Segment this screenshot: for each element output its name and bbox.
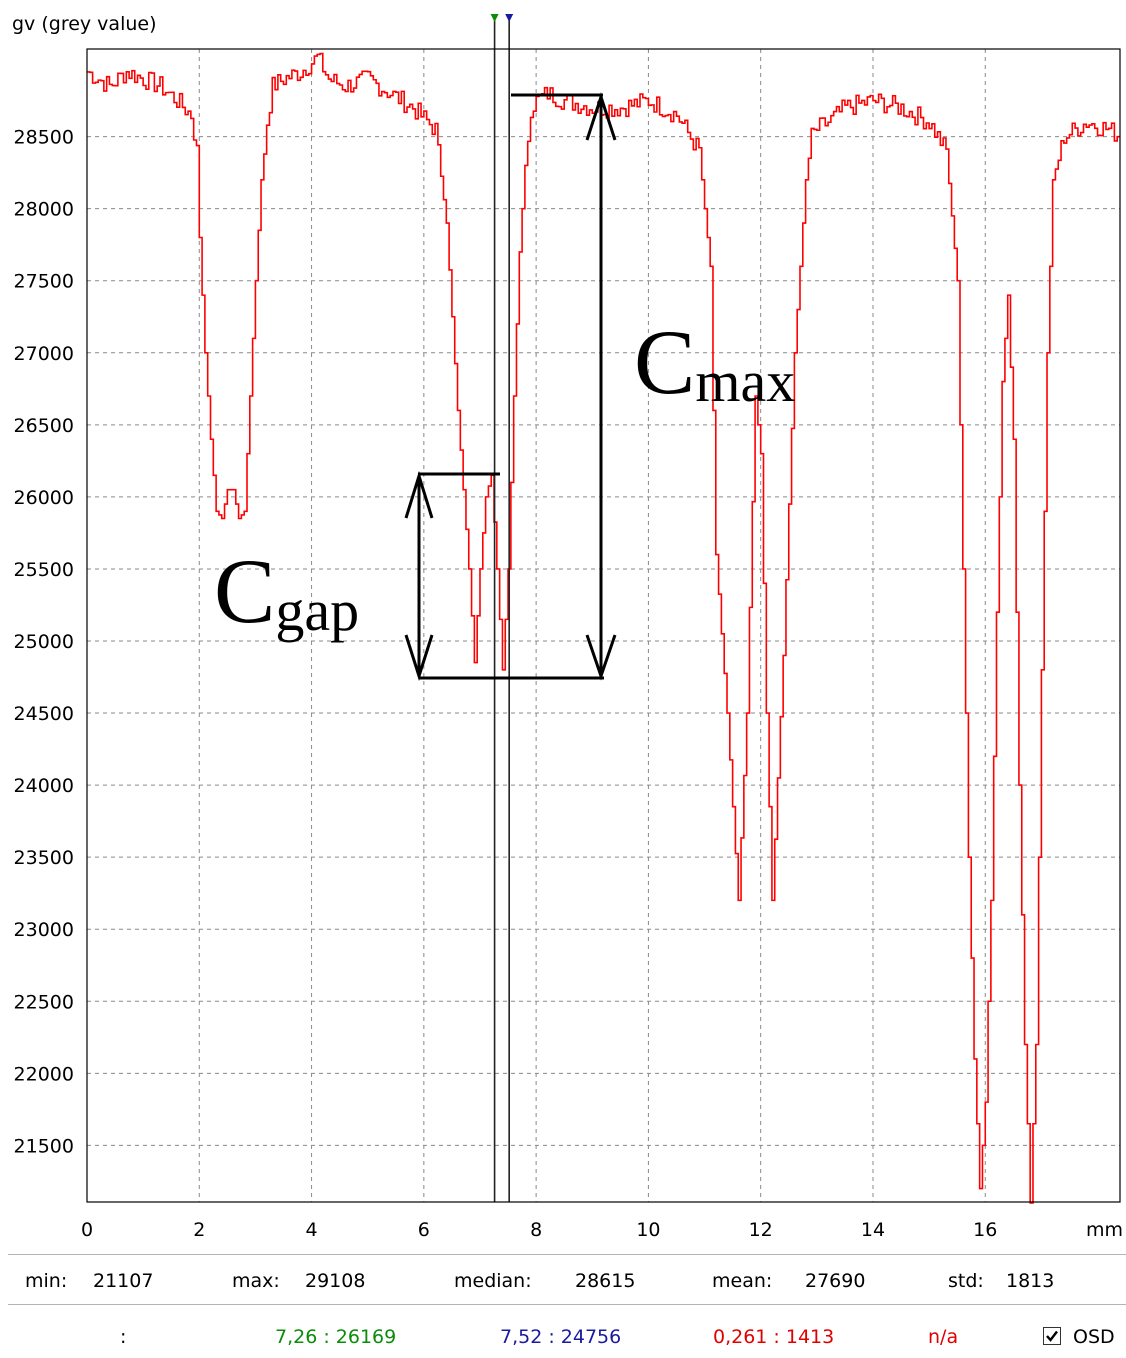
y-tick-label: 23500 <box>14 847 74 869</box>
cgap-bracket <box>404 470 500 681</box>
blue-cursor-readout: 7,52 : 24756 <box>500 1326 622 1348</box>
cgap-label: Cgap <box>214 540 359 643</box>
x-tick-label: 12 <box>749 1219 773 1241</box>
x-tick-label: 6 <box>418 1219 430 1241</box>
median-label: median: <box>454 1270 532 1292</box>
x-tick-label: 8 <box>530 1219 542 1241</box>
cursor-marker-icon[interactable] <box>490 14 499 22</box>
y-tick-label: 23000 <box>14 919 74 941</box>
cursor-lines[interactable] <box>490 14 514 1202</box>
profile-chart: 21500 22000 22500 23000 23500 24000 24500 25000… <box>12 13 1123 1241</box>
difference-readout: 0,261 : 1413 <box>713 1326 835 1348</box>
osd-label: OSD <box>1073 1326 1115 1348</box>
y-tick-label: 26000 <box>14 487 74 509</box>
cursor-readout-row: : 7,26 : 26169 7,52 : 24756 0,261 : 1413… <box>0 1318 1126 1358</box>
separator-bottom <box>8 1304 1126 1305</box>
y-tick-label: 24000 <box>14 775 74 797</box>
std-value: 1813 <box>1006 1270 1055 1292</box>
readout-prefix: : <box>120 1326 127 1348</box>
separator-top <box>8 1254 1126 1255</box>
x-tick-label: 10 <box>636 1219 660 1241</box>
y-tick-label: 21500 <box>14 1135 74 1157</box>
y-tick-label: 28000 <box>14 199 74 221</box>
x-tick-label: 2 <box>193 1219 205 1241</box>
min-label: min: <box>25 1270 68 1292</box>
y-tick-label: 27500 <box>14 271 74 293</box>
y-axis-title: gv (grey value) <box>12 13 157 35</box>
x-tick-label: 14 <box>861 1219 885 1241</box>
x-unit-label: mm <box>1086 1219 1123 1241</box>
y-tick-label: 28500 <box>14 127 74 149</box>
axis-tick-labels: 21500 22000 22500 23000 23500 24000 24500 25000… <box>14 127 998 1241</box>
y-tick-label: 25500 <box>14 559 74 581</box>
y-tick-label: 24500 <box>14 703 74 725</box>
y-tick-label: 25000 <box>14 631 74 653</box>
cursor-marker-icon[interactable] <box>505 14 514 22</box>
y-tick-label: 22000 <box>14 1063 74 1085</box>
max-label: max: <box>232 1270 280 1292</box>
max-value: 29108 <box>305 1270 366 1292</box>
grid-lines <box>87 49 1120 1202</box>
osd-checkbox[interactable] <box>1043 1327 1061 1345</box>
mean-value: 27690 <box>805 1270 866 1292</box>
y-tick-label: 27000 <box>14 343 74 365</box>
x-tick-label: 16 <box>973 1219 997 1241</box>
plot-frame <box>86 48 1121 1203</box>
std-label: std: <box>948 1270 984 1292</box>
x-tick-label: 4 <box>306 1219 318 1241</box>
median-value: 28615 <box>575 1270 636 1292</box>
grey-value-profile-line <box>87 52 1120 1204</box>
y-tick-label: 26500 <box>14 415 74 437</box>
green-cursor-readout: 7,26 : 26169 <box>275 1326 397 1348</box>
y-tick-label: 22500 <box>14 991 74 1013</box>
na-readout: n/a <box>928 1326 959 1348</box>
cmax-bracket <box>419 92 617 681</box>
min-value: 21107 <box>93 1270 154 1292</box>
cmax-label: Cmax <box>634 311 795 414</box>
check-icon <box>1046 1330 1058 1342</box>
statistics-row: min: 21107 max: 29108 median: 28615 mean… <box>0 1262 1126 1302</box>
mean-label: mean: <box>712 1270 773 1292</box>
x-tick-label: 0 <box>81 1219 93 1241</box>
